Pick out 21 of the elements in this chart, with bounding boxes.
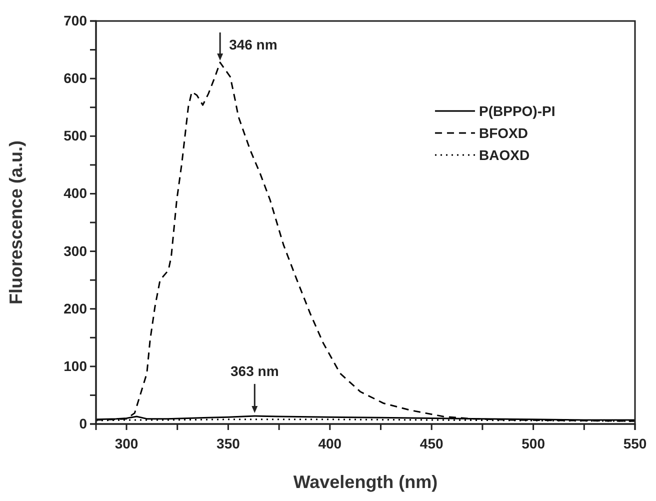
y-tick-label: 400 — [64, 185, 88, 202]
y-axis-title: Fluorescence (a.u.) — [6, 140, 26, 305]
legend-label: P(BPPO)-PI — [479, 103, 556, 119]
y-tick-label: 0 — [79, 415, 88, 432]
y-tick-label: 600 — [64, 70, 88, 86]
x-tick-label: 400 — [318, 435, 342, 452]
y-tick-label: 300 — [64, 242, 88, 259]
x-tick-label: 450 — [420, 435, 444, 452]
y-tick-label: 100 — [64, 358, 88, 374]
y-tick-label: 700 — [64, 12, 88, 28]
x-tick-label: 350 — [216, 435, 240, 452]
legend-label: BAOXD — [479, 147, 530, 163]
annotation: 346 nm — [229, 36, 278, 52]
y-tick-label: 200 — [64, 300, 88, 316]
x-tick-label: 300 — [114, 435, 138, 452]
y-tick-label: 500 — [64, 128, 88, 144]
legend-label: BFOXD — [479, 125, 528, 141]
annotation: 363 nm — [230, 362, 279, 379]
x-axis-title: Wavelength (nm) — [293, 472, 438, 492]
x-tick-label: 500 — [522, 435, 546, 452]
x-tick-label: 550 — [623, 435, 647, 452]
